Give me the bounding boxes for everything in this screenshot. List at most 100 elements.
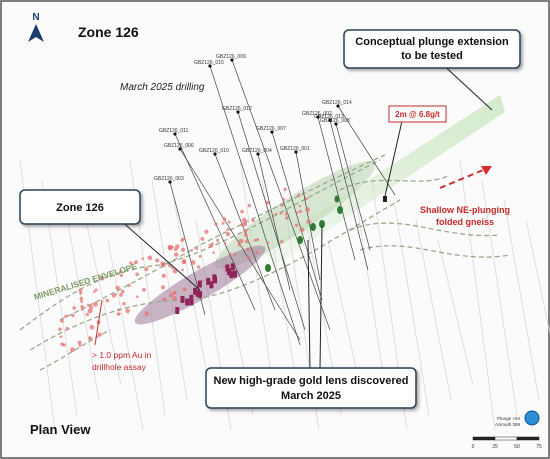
assay-point bbox=[297, 193, 301, 198]
assay-point bbox=[122, 301, 126, 306]
assay-point bbox=[120, 289, 125, 294]
assay-point bbox=[195, 247, 199, 251]
assay-point bbox=[211, 242, 214, 246]
intercept-label: 2m @ 6.8g/t bbox=[395, 110, 440, 119]
drillhole-label: GBZ126_009 bbox=[216, 54, 246, 60]
collar bbox=[270, 130, 274, 134]
drillhole-label: GBZ126_004 bbox=[242, 148, 272, 154]
assay-point bbox=[280, 203, 284, 207]
drillhole-label: GBZ126_015 bbox=[194, 60, 224, 66]
assay-point bbox=[80, 308, 84, 311]
assay-point bbox=[59, 318, 64, 323]
assay-point bbox=[86, 303, 90, 307]
scale-segment bbox=[472, 436, 496, 441]
assay-point bbox=[141, 287, 146, 292]
assay-point bbox=[97, 332, 102, 337]
assay-point bbox=[155, 258, 160, 263]
high-grade-point bbox=[225, 264, 230, 272]
assay-point bbox=[196, 265, 201, 269]
collar bbox=[213, 152, 217, 156]
assay-point bbox=[222, 217, 227, 221]
assay-point bbox=[93, 301, 98, 307]
high-grade-point bbox=[209, 281, 214, 289]
assay-point bbox=[70, 347, 75, 353]
callout-text: to be tested bbox=[401, 50, 463, 62]
high-grade-point bbox=[197, 280, 202, 288]
faint-line bbox=[85, 219, 122, 386]
assay-point bbox=[243, 229, 248, 233]
assay-point bbox=[243, 233, 248, 237]
plunge-arrow bbox=[439, 167, 489, 189]
assay-point bbox=[134, 260, 138, 265]
faint-line bbox=[503, 199, 540, 401]
drillhole-label: GBZ126_001 bbox=[280, 146, 310, 152]
assay-point bbox=[65, 326, 69, 330]
drillhole-trace bbox=[295, 151, 321, 281]
assay-point bbox=[115, 285, 120, 291]
high-grade-point bbox=[185, 298, 190, 306]
assay-point bbox=[247, 203, 252, 208]
assay-point bbox=[244, 239, 249, 244]
assay-point bbox=[246, 255, 251, 260]
high-grade-point bbox=[230, 263, 235, 271]
collar bbox=[336, 104, 340, 108]
drillhole-label: GBZ126_013 bbox=[314, 114, 344, 120]
assay-point bbox=[237, 243, 241, 247]
drillhole-trace bbox=[271, 131, 323, 301]
assay-point bbox=[59, 335, 63, 339]
assay-point bbox=[223, 242, 227, 245]
assay-point bbox=[116, 312, 120, 316]
assay-point bbox=[77, 340, 82, 345]
assay-point bbox=[238, 238, 244, 244]
assay-point bbox=[245, 247, 250, 252]
scale-label: 0 bbox=[472, 444, 475, 450]
assay-point bbox=[180, 238, 184, 243]
high-grade-point bbox=[227, 268, 232, 276]
plunge-arrowhead bbox=[481, 166, 492, 175]
assay-point bbox=[88, 305, 94, 310]
scale-label: 75 bbox=[536, 444, 542, 450]
high-grade-point bbox=[175, 307, 180, 315]
high-grade-intercepts bbox=[265, 195, 343, 272]
gneiss-label: folded gneiss bbox=[436, 217, 494, 227]
leader bbox=[94, 299, 103, 346]
leader bbox=[319, 225, 323, 371]
plan-view-label: Plan View bbox=[30, 422, 91, 437]
assay-point bbox=[182, 260, 187, 264]
drillhole-trace bbox=[257, 153, 291, 291]
collar bbox=[256, 152, 260, 156]
assay-point bbox=[114, 293, 118, 296]
assay-point bbox=[141, 257, 144, 260]
assay-point bbox=[304, 197, 308, 201]
drillhole-label: GBZ126_006 bbox=[164, 143, 194, 149]
orientation-text: Azimuth 359 bbox=[495, 422, 521, 427]
collar bbox=[168, 180, 172, 184]
callout-text: March 2025 bbox=[281, 390, 341, 402]
assay-point bbox=[284, 212, 289, 216]
assay-point bbox=[227, 220, 231, 224]
collar bbox=[316, 115, 320, 119]
assay-point bbox=[198, 254, 202, 258]
assay-point bbox=[255, 238, 260, 242]
assay-point bbox=[62, 343, 66, 347]
assay-point bbox=[200, 236, 205, 241]
callout bbox=[205, 367, 417, 409]
high-grade-point bbox=[213, 276, 218, 284]
assay-point bbox=[182, 287, 187, 292]
collar bbox=[173, 132, 177, 136]
drillhole-label: GBZ126_002 bbox=[302, 111, 332, 117]
north-label: N bbox=[32, 12, 39, 23]
assay-point bbox=[221, 221, 225, 225]
assay-point bbox=[161, 285, 166, 290]
faint-line bbox=[415, 219, 452, 401]
assay-point bbox=[80, 305, 84, 309]
collar bbox=[208, 64, 212, 68]
drillhole-label: GBZ126_014 bbox=[322, 100, 352, 106]
assay-point bbox=[79, 296, 84, 301]
assay-point bbox=[71, 313, 75, 318]
assay-point bbox=[85, 312, 90, 317]
gneiss-label: Shallow NE-plunging bbox=[420, 205, 510, 215]
assay-point bbox=[80, 300, 83, 303]
assay-point bbox=[136, 295, 139, 298]
